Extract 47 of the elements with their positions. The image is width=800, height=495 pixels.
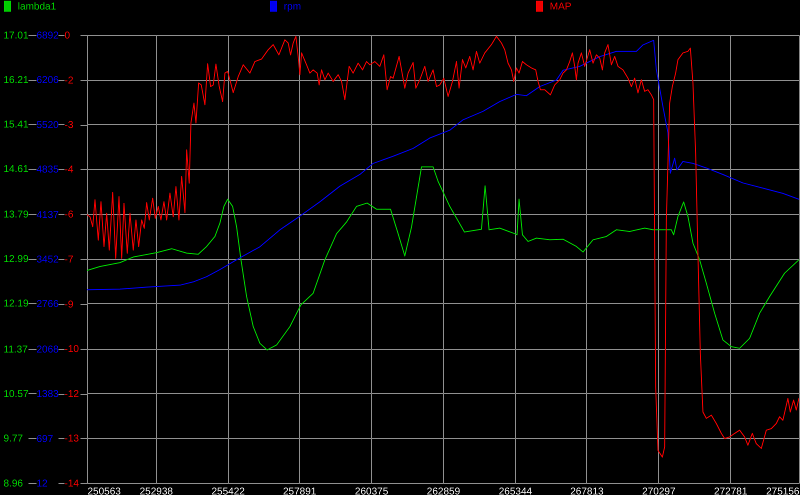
y2-tick-label: 2068 bbox=[36, 344, 60, 356]
y-tick-label: 10.57 bbox=[4, 388, 29, 400]
legend-label: MAP bbox=[550, 1, 572, 12]
y-tick-label: 13.79 bbox=[4, 210, 29, 221]
x-tick-label: 252938 bbox=[140, 486, 174, 495]
x-tick-label: 257891 bbox=[282, 486, 317, 495]
x-tick-label: 260375 bbox=[354, 486, 389, 495]
y2-tick-label: 6206 bbox=[36, 75, 60, 86]
legend-label: rpm bbox=[284, 1, 302, 12]
y-tick-label: 17.01 bbox=[4, 30, 29, 42]
y-tick-label: 11.37 bbox=[4, 344, 28, 356]
legend-label: lambda1 bbox=[18, 1, 57, 12]
y3-tick-label: -10 bbox=[64, 344, 80, 356]
x-tick-label: 262859 bbox=[426, 486, 461, 495]
y2-tick-label: 1383 bbox=[36, 389, 60, 400]
y3-tick-label: -9 bbox=[64, 299, 74, 310]
x-tick-label: 265344 bbox=[498, 486, 533, 495]
y3-tick-label: -14 bbox=[64, 478, 80, 490]
y3-tick-label: -6 bbox=[64, 210, 74, 221]
y-tick-label: 8.96 bbox=[4, 478, 24, 490]
y-tick-label: 14.61 bbox=[4, 164, 29, 176]
y-tick-label: 16.21 bbox=[4, 75, 29, 86]
x-tick-label: 275156 bbox=[766, 486, 800, 495]
y3-tick-label: -12 bbox=[64, 389, 80, 400]
y-tick-label: 15.41 bbox=[4, 120, 29, 131]
y2-tick-label: 5520 bbox=[36, 120, 60, 131]
y2-tick-label: 2766 bbox=[36, 299, 60, 310]
y3-tick-label: 0 bbox=[64, 30, 70, 42]
y3-tick-label: -3 bbox=[64, 120, 74, 132]
y2-tick-label: 4835 bbox=[36, 164, 60, 176]
y-tick-label: 9.77 bbox=[4, 433, 24, 444]
y2-tick-label: 12 bbox=[36, 478, 48, 490]
y2-tick-label: 697 bbox=[36, 434, 54, 445]
x-tick-label: 267813 bbox=[570, 486, 604, 495]
y-tick-label: 12.19 bbox=[4, 298, 29, 310]
y3-tick-label: -4 bbox=[64, 164, 74, 176]
x-tick-label: 272781 bbox=[714, 486, 748, 495]
y3-tick-label: -13 bbox=[64, 434, 80, 445]
x-tick-label: 270297 bbox=[642, 486, 676, 495]
y3-tick-label: -2 bbox=[64, 75, 74, 86]
y2-tick-label: 6892 bbox=[36, 30, 60, 42]
x-tick-label: 255422 bbox=[211, 486, 246, 495]
y2-tick-label: 3452 bbox=[36, 254, 60, 266]
y2-tick-label: 4137 bbox=[36, 210, 60, 221]
y3-tick-label: -7 bbox=[64, 254, 74, 266]
y-tick-label: 12.99 bbox=[4, 254, 29, 266]
x-tick-label: 250563 bbox=[88, 486, 122, 495]
